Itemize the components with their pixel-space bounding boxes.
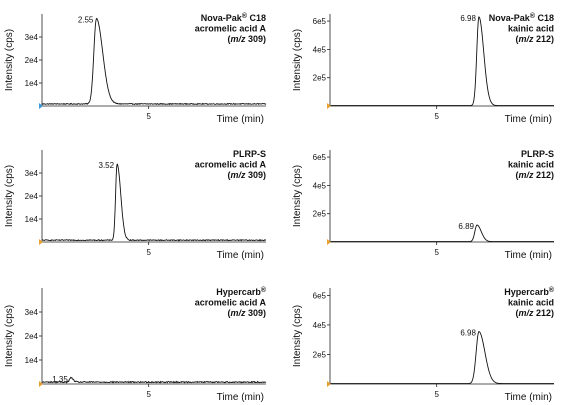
bottom-left-y-tick-label: 2e4 <box>25 332 39 341</box>
bottom-left-injection-marker <box>39 381 43 387</box>
middle-left-trace <box>41 163 267 242</box>
middle-left-x-tick-label: 5 <box>146 248 151 257</box>
top-left-trace <box>41 18 267 106</box>
middle-left-title-line: PLRP-S <box>233 149 266 159</box>
middle-right-peak-label: 6.89 <box>458 222 474 231</box>
middle-right-injection-marker <box>327 239 331 245</box>
bottom-right-title-line: kainic acid <box>508 298 554 308</box>
middle-right-title-line: kainic acid <box>508 160 554 170</box>
middle-right-y-tick-label: 4e5 <box>313 181 327 190</box>
bottom-left-title-line: (m/z 309) <box>227 308 266 318</box>
top-left-title-line: Nova-Pak® C18 <box>201 12 266 24</box>
bottom-left-x-axis-label: Time (min) <box>217 392 264 403</box>
middle-left-y-axis-label: Intensity (cps) <box>4 165 15 227</box>
top-left-x-tick-label: 5 <box>146 112 151 121</box>
middle-left-title-line: (m/z 309) <box>227 170 266 180</box>
top-right-trace <box>330 16 554 107</box>
bottom-left-peak-label: 1.35 <box>52 375 68 384</box>
top-right-title-line: (m/z 212) <box>515 34 554 44</box>
middle-right-y-tick-label: 6e5 <box>313 153 327 162</box>
middle-right-x-axis-label: Time (min) <box>505 250 552 261</box>
middle-right-y-tick-label: 2e5 <box>313 210 327 219</box>
top-right-x-tick-label: 5 <box>434 112 439 121</box>
middle-right-y-axis-label: Intensity (cps) <box>292 165 303 227</box>
bottom-right-title-line: (m/z 212) <box>515 308 554 318</box>
top-right-title-line: Nova-Pak® C18 <box>489 12 554 24</box>
middle-left-y-tick-label: 2e4 <box>25 192 39 201</box>
middle-left-y-tick-label: 3e4 <box>25 169 39 178</box>
middle-left-injection-marker <box>39 239 43 245</box>
bottom-left-x-tick-label: 5 <box>146 390 151 399</box>
bottom-left-trace <box>41 376 267 384</box>
middle-left-title-line: acromelic acid A <box>195 160 267 170</box>
bottom-right-y-tick-label: 4e5 <box>313 321 327 330</box>
top-right-y-tick-label: 4e5 <box>313 45 327 54</box>
top-left-peak-label: 2.55 <box>78 16 94 25</box>
bottom-right-y-tick-label: 2e5 <box>313 350 327 359</box>
top-left-title-line: (m/z 309) <box>227 34 266 44</box>
middle-left-x-axis-label: Time (min) <box>217 250 264 261</box>
bottom-right-peak-label: 6.98 <box>460 329 476 338</box>
middle-right-title-line: (m/z 212) <box>515 170 554 180</box>
bottom-right-x-tick-label: 5 <box>434 390 439 399</box>
bottom-right-trace <box>330 331 554 385</box>
top-right-y-tick-label: 2e5 <box>313 74 327 83</box>
bottom-right-injection-marker <box>327 381 331 387</box>
top-left-injection-marker <box>39 103 43 109</box>
bottom-right-x-axis-label: Time (min) <box>505 392 552 403</box>
bottom-right-y-tick-label: 6e5 <box>313 291 327 300</box>
top-left-y-axis-label: Intensity (cps) <box>4 29 15 91</box>
top-left-y-tick-label: 1e4 <box>25 79 39 88</box>
bottom-left-title-line: Hypercarb® <box>216 286 267 298</box>
middle-left-peak-label: 3.52 <box>99 161 115 170</box>
top-left-y-tick-label: 3e4 <box>25 33 39 42</box>
top-left-y-tick-label: 2e4 <box>25 56 39 65</box>
middle-right-x-tick-label: 5 <box>434 248 439 257</box>
top-right-title-line: kainic acid <box>508 24 554 34</box>
top-right-y-tick-label: 6e5 <box>313 17 327 26</box>
top-right-peak-label: 6.98 <box>460 14 476 23</box>
top-right-x-axis-label: Time (min) <box>505 114 552 125</box>
bottom-left-y-tick-label: 3e4 <box>25 308 39 317</box>
bottom-left-y-axis-label: Intensity (cps) <box>4 305 15 367</box>
bottom-left-y-tick-label: 1e4 <box>25 356 39 365</box>
middle-right-trace <box>330 224 554 243</box>
bottom-right-title-line: Hypercarb® <box>504 286 555 298</box>
bottom-left-title-line: acromelic acid A <box>195 298 267 308</box>
bottom-right-y-axis-label: Intensity (cps) <box>292 305 303 367</box>
top-left-title-line: acromelic acid A <box>195 24 267 34</box>
top-right-injection-marker <box>327 103 331 109</box>
middle-left-y-tick-label: 1e4 <box>25 215 39 224</box>
middle-right-title-line: PLRP-S <box>521 149 554 159</box>
top-right-y-axis-label: Intensity (cps) <box>292 29 303 91</box>
top-left-x-axis-label: Time (min) <box>217 114 264 125</box>
